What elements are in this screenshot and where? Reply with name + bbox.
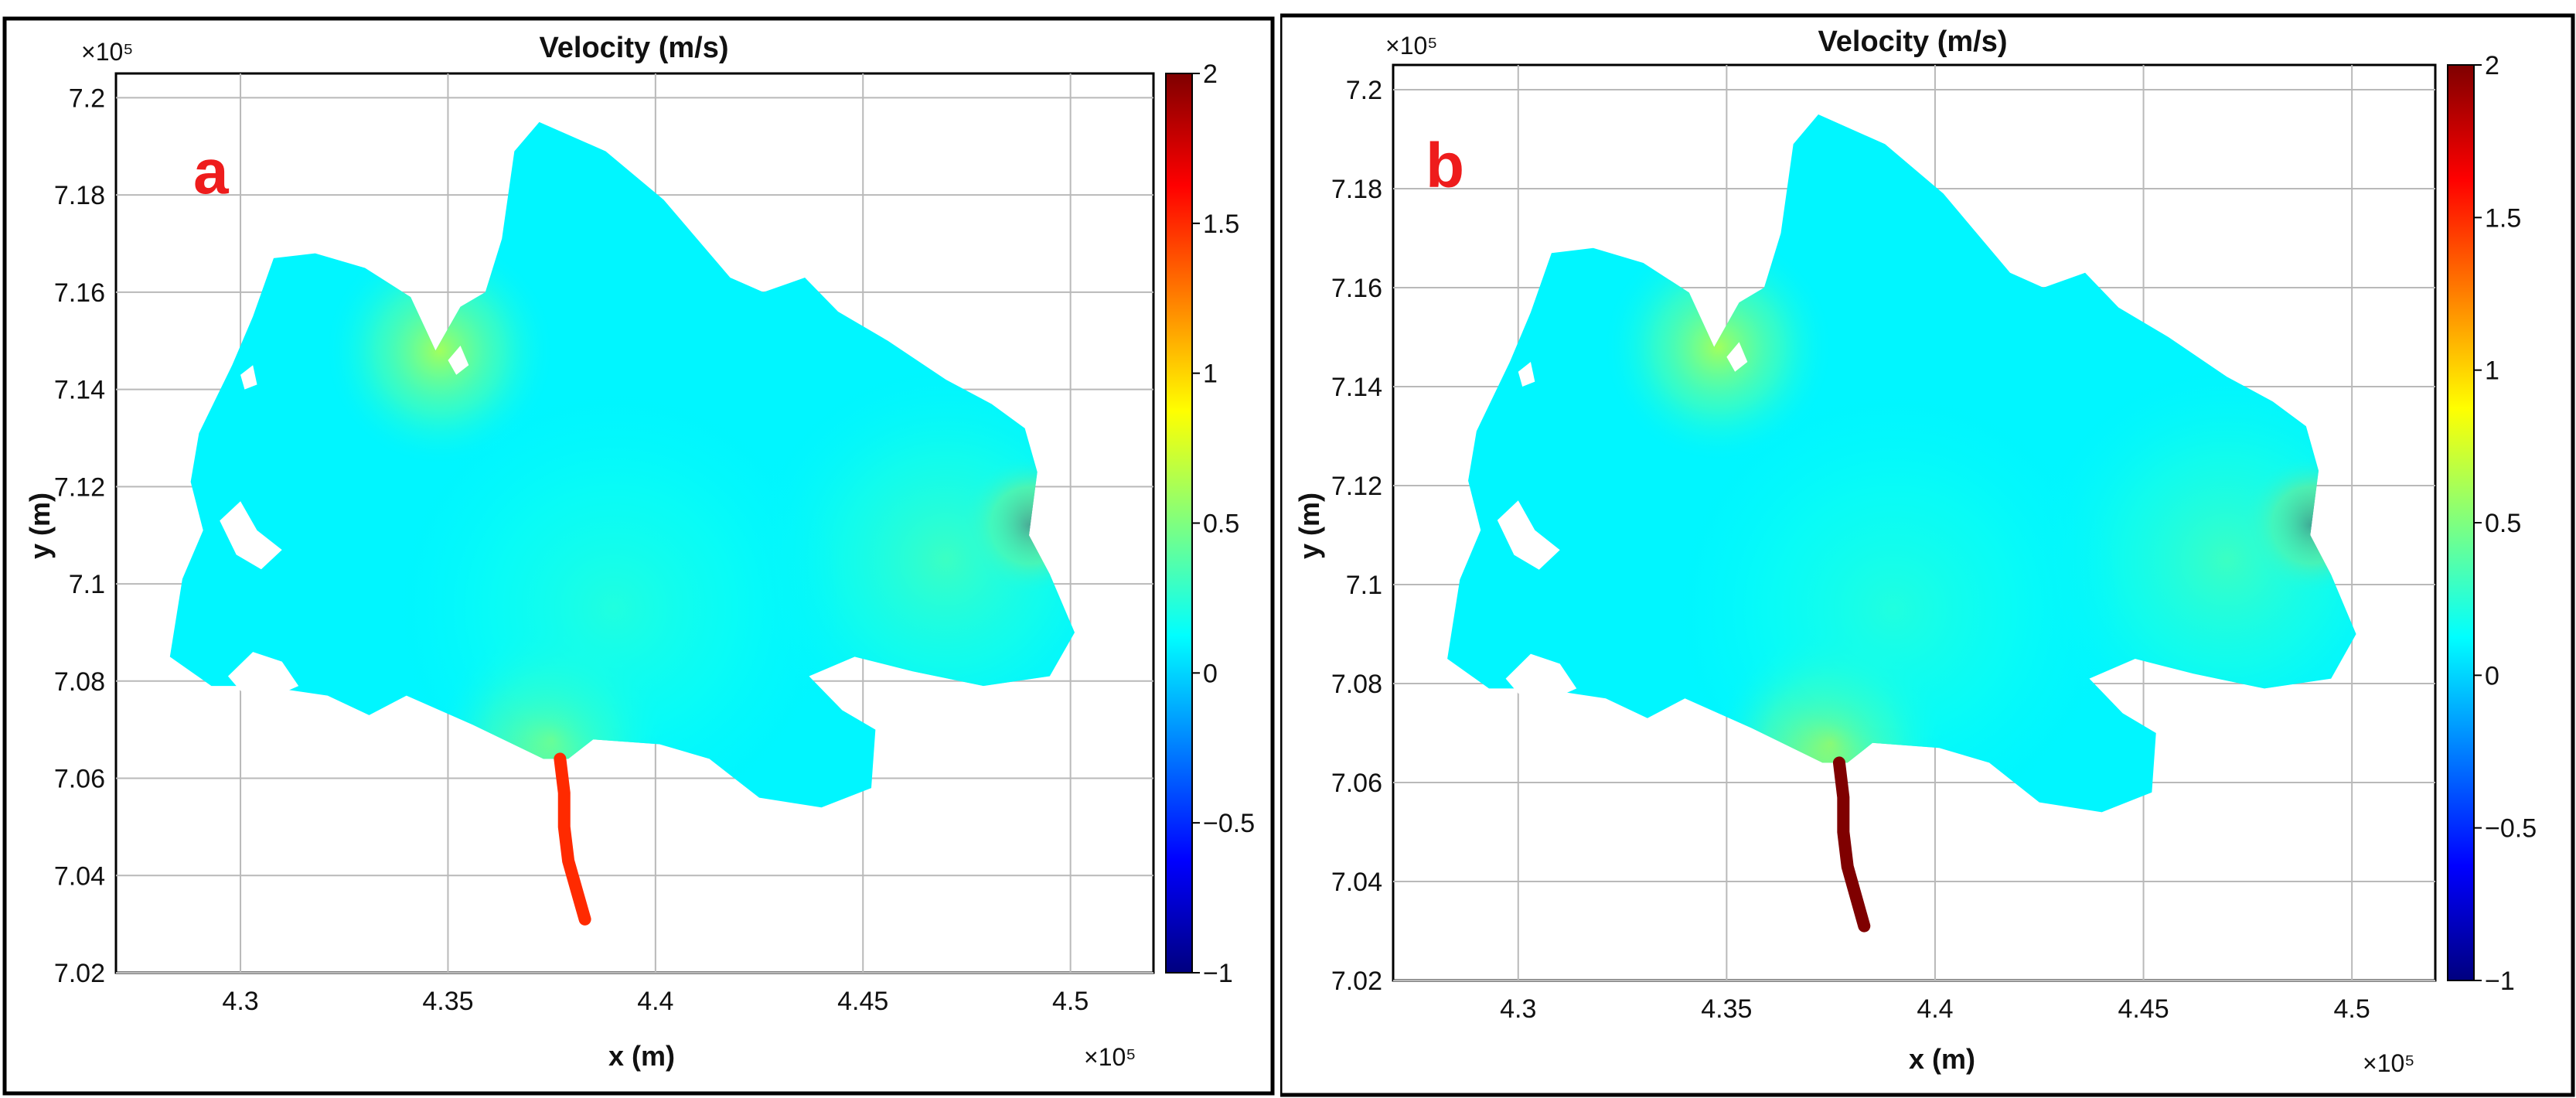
y-tick-label: 7.2 — [1346, 76, 1382, 105]
colorbar-gradient — [2447, 64, 2475, 981]
y-tick-label: 7.06 — [1331, 769, 1382, 798]
colorbar-tick-label: 0.5 — [2485, 509, 2521, 538]
panel-frame — [1280, 13, 2575, 1097]
colorbar-tick-label: 1 — [2485, 356, 2499, 386]
chart-title: Velocity (m/s) — [1818, 26, 2008, 58]
island — [227, 652, 299, 701]
x-tick-label: 4.4 — [637, 987, 673, 1016]
island — [1518, 362, 1535, 387]
island — [448, 346, 469, 375]
x-tick-label: 4.45 — [2118, 994, 2169, 1024]
panel-letter-b: b — [1426, 131, 1464, 201]
y-tick-label: 7.1 — [69, 570, 105, 599]
chart-title: Velocity (m/s) — [540, 32, 729, 64]
y-axis-label: y (m) — [24, 493, 56, 559]
x-axis-label: x (m) — [1909, 1043, 1975, 1075]
x-tick-label: 4.45 — [837, 987, 888, 1016]
hotspot — [1602, 230, 1835, 463]
island — [1497, 500, 1560, 570]
colorbar-tick-label: −0.5 — [1203, 809, 1255, 838]
colorbar-gradient — [1165, 73, 1193, 974]
central-zone — [1661, 377, 2126, 813]
x-tick-label: 4.35 — [1701, 994, 1752, 1024]
colorbar-tick-label: −1 — [1203, 959, 1233, 988]
panel-frame — [2, 16, 1275, 1096]
y-tick-label: 7.06 — [54, 765, 105, 794]
island — [220, 501, 282, 570]
x-exponent: ×10⁵ — [1084, 1043, 1136, 1071]
colorbar-tick-label: 0 — [1203, 659, 1218, 688]
colorbar: −1 −0.5 0 0.5 1 1.5 2 — [2447, 51, 2537, 996]
central-zone — [382, 376, 847, 808]
x-tick-label: 4.35 — [422, 987, 473, 1016]
colorbar-tick-label: −0.5 — [2485, 814, 2537, 844]
plot-area: 4.3 4.35 4.4 4.45 4.5 7.02 7.04 7.06 7.08 7.1 7.12… — [54, 72, 1155, 1016]
y-tick-label: 7.12 — [1331, 472, 1382, 501]
y-tick-label: 7.02 — [54, 959, 105, 988]
x-axis-label: x (m) — [608, 1040, 675, 1072]
y-tick-label: 7.08 — [54, 667, 105, 697]
velocity-panel-b: Velocity (m/s) ×10⁵ 4.3 4.35 4.4 4.45 4.5 7.0… — [1280, 13, 2575, 1097]
x-tick-label: 4.3 — [222, 987, 258, 1016]
y-tick-label: 7.14 — [54, 376, 105, 405]
y-tick-label: 7.18 — [54, 181, 105, 210]
y-tick-label: 7.1 — [1346, 571, 1382, 600]
island — [1505, 653, 1577, 704]
colorbar-tick-label: 1 — [1203, 360, 1218, 389]
panel-letter-a: a — [193, 137, 230, 207]
y-exponent: ×10⁵ — [81, 38, 134, 66]
y-tick-label: 7.08 — [1331, 670, 1382, 699]
y-tick-label: 7.16 — [1331, 274, 1382, 303]
velocity-panel-a: Velocity (m/s) ×10⁵ 4.3 4.35 4.4 4.45 4.5 7.0… — [2, 16, 1275, 1096]
colorbar-tick-label: 2 — [1203, 60, 1218, 89]
y-tick-label: 7.18 — [1331, 175, 1382, 204]
colorbar-tick-label: 0.5 — [1203, 510, 1239, 539]
y-tick-label: 7.04 — [54, 861, 105, 891]
island — [240, 365, 257, 390]
colorbar-tick-label: 1.5 — [2485, 203, 2521, 233]
colorbar-tick-label: 0 — [2485, 661, 2499, 691]
y-axis-label: y (m) — [1293, 493, 1325, 559]
x-tick-label: 4.3 — [1500, 994, 1536, 1024]
x-tick-label: 4.5 — [1052, 987, 1089, 1016]
river-channel — [1832, 756, 1871, 933]
y-tick-label: 7.02 — [1331, 967, 1382, 996]
colorbar: −1 −0.5 0 0.5 1 1.5 2 — [1165, 60, 1255, 988]
colorbar-tick-label: 2 — [2485, 51, 2499, 80]
plot-area: 4.3 4.35 4.4 4.45 4.5 7.02 7.04 7.06 7.08 7.1 7.12… — [1331, 63, 2437, 1024]
y-tick-label: 7.04 — [1331, 868, 1382, 897]
colorbar-tick-label: −1 — [2485, 967, 2515, 996]
y-tick-label: 7.12 — [54, 472, 105, 502]
y-tick-label: 7.16 — [54, 278, 105, 308]
x-tick-label: 4.5 — [2334, 994, 2370, 1024]
x-tick-label: 4.4 — [1917, 994, 1953, 1024]
colorbar-tick-label: 1.5 — [1203, 210, 1239, 239]
x-exponent: ×10⁵ — [2363, 1049, 2415, 1077]
y-exponent: ×10⁵ — [1385, 32, 1438, 60]
y-tick-label: 7.2 — [69, 84, 105, 113]
y-tick-label: 7.14 — [1331, 373, 1382, 402]
island — [1726, 342, 1748, 372]
river-channel — [554, 752, 591, 926]
